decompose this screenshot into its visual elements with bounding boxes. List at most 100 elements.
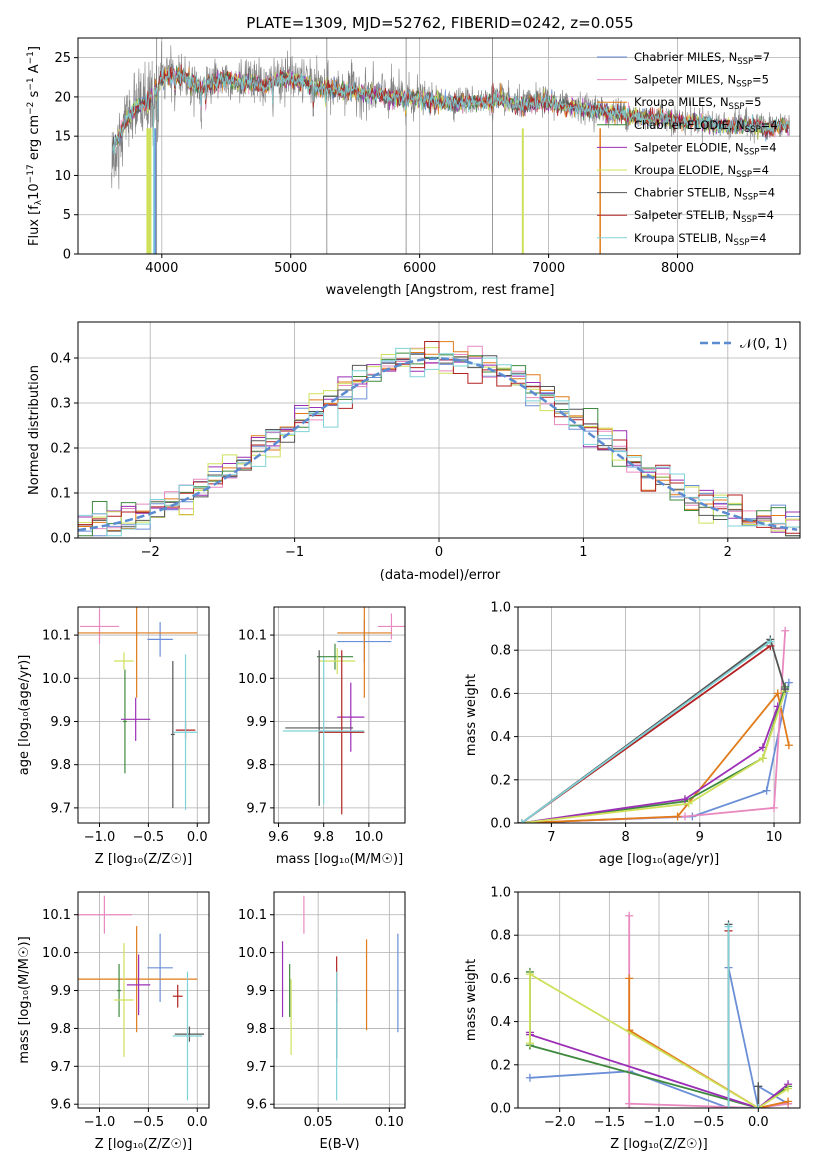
legend-label: Salpeter ELODIE, NSSP=4: [634, 140, 777, 157]
mw-vs-z-marker: [754, 1082, 763, 1091]
residuals-legend-label: 𝒩(0, 1): [740, 337, 787, 352]
age-vs-z-ytick-label: 9.9: [50, 715, 71, 730]
mw-vs-z-ytick-label: 0.4: [490, 1015, 511, 1030]
spectrum-ylabel-part: −17: [26, 164, 36, 183]
residuals-ylabel: Normed distribution: [27, 365, 42, 495]
mass-vs-ebv-xtick-label: 0.10: [375, 1115, 404, 1130]
legend-label-tail: =4: [757, 208, 774, 222]
mw-vs-age-marker: [758, 754, 767, 763]
mw-vs-z-marker: [724, 1104, 733, 1108]
mw-vs-age-marker: [781, 685, 790, 694]
legend-label: Kroupa MILES, NSSP=5: [634, 95, 761, 112]
residuals-xtick-label: 0: [435, 545, 443, 560]
mw-vs-age-xlabel: age [log₁₀(age/yr)]: [599, 852, 720, 867]
spectrum-title: PLATE=1309, MJD=52762, FIBERID=0242, z=0…: [246, 14, 633, 32]
legend-label-tail: =7: [753, 50, 770, 64]
mass-vs-ebv-xtick-label: 0.05: [304, 1115, 333, 1130]
age-vs-mass-ytick-label: 9.9: [246, 715, 267, 730]
legend-label-base: Kroupa STELIB, N: [634, 231, 734, 245]
mw-vs-z-ytick-label: 0.2: [490, 1058, 511, 1073]
mw-vs-age-marker: [673, 812, 682, 821]
age-vs-z-ytick-label: 10.1: [42, 629, 71, 644]
mw-vs-z-axes: −2.0 −1.5 −1.0 −0.5 0.0 0.0 0.2 0.4 0.6 0.8 1.0: [490, 886, 801, 1130]
residuals-xtick-label: −1: [285, 545, 304, 560]
mass-vs-z-axes: −1.0 −0.5 0.0 9.6 9.7 9.8 9.9 10.0 10.1: [42, 891, 210, 1130]
spectrum-ytick-label: 15: [54, 130, 71, 145]
age-vs-mass-ytick-label: 10.1: [238, 629, 267, 644]
age-vs-z-xtick-label: −1.0: [84, 830, 116, 845]
legend-label-base: Salpeter MILES, N: [634, 73, 736, 87]
mw-vs-age-ytick-label: 0.8: [490, 644, 511, 659]
mw-vs-z-ytick-label: 0.8: [490, 929, 511, 944]
residuals-xtick-label: −2: [141, 545, 160, 560]
mw-vs-age-marker: [773, 689, 782, 698]
spectrum-plot-area: [111, 38, 790, 254]
mass-vs-z-xtick-label: 0.0: [187, 1115, 208, 1130]
mw-vs-age-series-line: [521, 640, 771, 823]
mass-vs-ebv-ytick-label: 10.1: [238, 908, 267, 923]
mw-vs-z-series-line: [727, 926, 759, 1108]
spectrum-ylabel-part: s: [27, 90, 42, 101]
mass-vs-z-xtick-label: −1.0: [84, 1115, 116, 1130]
legend-label-sub: SSP: [742, 193, 758, 203]
age-vs-z-xtick-label: −0.5: [133, 830, 165, 845]
mw-vs-age-ylabel: mass weight: [464, 674, 479, 756]
legend-label-sub: SSP: [736, 80, 752, 90]
legend-label-tail: =5: [744, 95, 761, 109]
legend-label-tail: =4: [761, 118, 778, 132]
mw-vs-z-xtick-label: 0.0: [748, 1115, 769, 1130]
mass-vs-ebv-ytick-label: 10.0: [238, 946, 267, 961]
mw-vs-z-ytick-label: 0.0: [490, 1102, 511, 1117]
age-vs-mass-axes: 9.6 9.8 10.0 9.7 9.8 9.9 10.0 10.1: [238, 606, 406, 845]
mw-vs-z-marker: [784, 1097, 793, 1106]
legend-label-base: Chabrier ELODIE, N: [634, 118, 745, 132]
mass-vs-ebv-ytick-label: 9.6: [246, 1098, 267, 1113]
spectrum-xlabel: wavelength [Angstrom, rest frame]: [326, 283, 555, 298]
mw-vs-age-series-line: [521, 706, 779, 823]
mass-vs-z-xtick-label: −0.5: [133, 1115, 165, 1130]
spectrum-xtick-label: 8000: [661, 261, 694, 276]
legend-label-base: Salpeter STELIB, N: [634, 208, 741, 222]
age-vs-z-grid: [78, 607, 209, 823]
spectrum-axes: 4000 5000 6000 7000 8000 0 5 10 15 20 25: [54, 37, 801, 276]
mw-vs-z-marker: [625, 1099, 634, 1108]
age-vs-z-background: [78, 607, 209, 823]
mw-vs-z-plot-area: [525, 911, 793, 1108]
spectrum-background: [78, 38, 800, 254]
age-vs-mass-grid: [274, 607, 405, 823]
legend-label-sub: SSP: [741, 215, 757, 225]
age-vs-z-ylabel: age [log₁₀(age/yr)]: [17, 655, 32, 776]
residuals-ytick-label: 0.4: [50, 352, 71, 367]
mw-vs-age-xtick-label: 10: [766, 830, 783, 845]
spectrum-ylabel-part: −1: [26, 77, 36, 90]
legend-label-sub: SSP: [744, 147, 760, 157]
age-vs-mass-frame: [273, 606, 406, 824]
age-vs-z-axes: −1.0 −0.5 0.0 9.7 9.8 9.9 10.0 10.1: [42, 606, 210, 845]
mass-vs-z-ytick-label: 9.6: [50, 1098, 71, 1113]
mw-vs-z-ytick-label: 1.0: [490, 886, 511, 901]
mw-vs-age-ytick-label: 0.6: [490, 687, 511, 702]
mw-vs-z-grid: [518, 891, 800, 1109]
age-vs-mass-ytick-label: 10.0: [238, 672, 267, 687]
mw-vs-age-series-line: [521, 690, 787, 823]
legend-label-tail: =5: [752, 73, 769, 87]
residuals-ytick-label: 0.0: [50, 532, 71, 547]
mw-vs-z-marker: [525, 1073, 534, 1082]
mass-vs-ebv-grid: [274, 892, 405, 1108]
mw-vs-age-marker: [518, 819, 526, 823]
mw-vs-age-ytick-label: 1.0: [490, 601, 511, 616]
residual-histogram: [78, 341, 800, 534]
spectrum-ytick-label: 10: [54, 169, 71, 184]
mw-vs-z-xtick-label: −1.5: [594, 1115, 626, 1130]
spectrum-ytick-label: 0: [63, 248, 71, 263]
age-vs-mass-xlabel: mass [log₁₀(M/M☉)]: [276, 852, 403, 867]
spectrum-xtick-label: 4000: [145, 261, 178, 276]
legend-label-tail: =4: [760, 140, 777, 154]
legend-label: Salpeter MILES, NSSP=5: [634, 73, 769, 90]
residuals-ytick-label: 0.2: [50, 442, 71, 457]
mw-vs-z-ytick-label: 0.6: [490, 972, 511, 987]
mass-vs-z-background: [78, 892, 209, 1108]
legend-label-sub: SSP: [745, 125, 761, 135]
spectrum-xtick-label: 6000: [403, 261, 436, 276]
age-vs-z-ytick-label: 9.7: [50, 801, 71, 816]
